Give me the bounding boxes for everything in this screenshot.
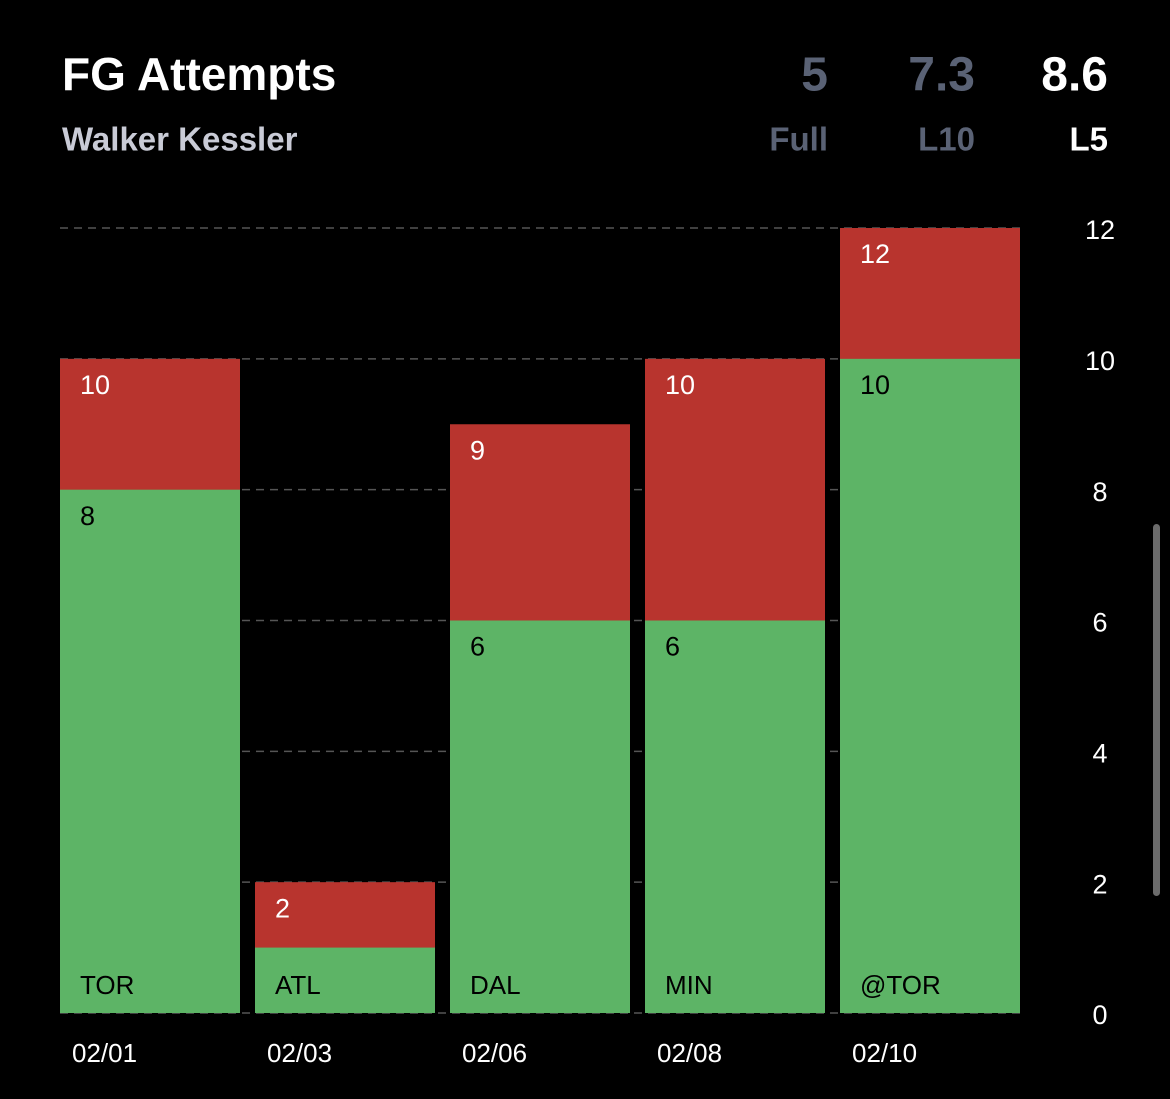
stat-value: 7.3 bbox=[908, 49, 975, 102]
x-tick-label: 02/06 bbox=[462, 1038, 527, 1068]
x-tick-label: 02/10 bbox=[852, 1038, 917, 1068]
value-label: 6 bbox=[665, 632, 680, 662]
value-label: 10 bbox=[665, 370, 695, 400]
value-label: 12 bbox=[860, 239, 890, 269]
value-label: 10 bbox=[860, 370, 890, 400]
stat-label: Full bbox=[769, 121, 828, 158]
y-tick-label: 2 bbox=[1092, 869, 1107, 899]
value-label: 8 bbox=[80, 501, 95, 531]
x-tick-label: 02/03 bbox=[267, 1038, 332, 1068]
stat-value: 5 bbox=[801, 49, 828, 102]
stat-label: L5 bbox=[1069, 121, 1108, 158]
opponent-label: MIN bbox=[665, 970, 713, 1000]
value-label: 10 bbox=[80, 370, 110, 400]
bar bbox=[840, 358, 1020, 1013]
x-tick-label: 02/01 bbox=[72, 1038, 137, 1068]
opponent-label: TOR bbox=[80, 970, 134, 1000]
y-tick-label: 0 bbox=[1092, 1000, 1107, 1030]
chart-title: FG Attempts bbox=[62, 48, 336, 100]
y-tick-label: 4 bbox=[1092, 738, 1107, 768]
opponent-label: ATL bbox=[275, 970, 321, 1000]
opponent-label: DAL bbox=[470, 970, 521, 1000]
bar bbox=[645, 620, 825, 1013]
y-tick-label: 8 bbox=[1092, 477, 1107, 507]
opponent-label: @TOR bbox=[860, 970, 941, 1000]
y-tick-label: 6 bbox=[1092, 608, 1107, 638]
value-label: 2 bbox=[275, 893, 290, 923]
bar bbox=[255, 947, 435, 1013]
bar bbox=[450, 620, 630, 1013]
x-tick-label: 02/08 bbox=[657, 1038, 722, 1068]
stat-label: L10 bbox=[918, 121, 975, 158]
y-tick-label: 12 bbox=[1085, 215, 1115, 245]
bar bbox=[60, 489, 240, 1014]
y-tick-label: 10 bbox=[1085, 346, 1115, 376]
stat-value: 8.6 bbox=[1041, 49, 1108, 102]
chart-subtitle: Walker Kessler bbox=[62, 121, 298, 158]
value-label: 6 bbox=[470, 632, 485, 662]
scrollbar[interactable] bbox=[1153, 524, 1160, 896]
value-label: 9 bbox=[470, 435, 485, 465]
